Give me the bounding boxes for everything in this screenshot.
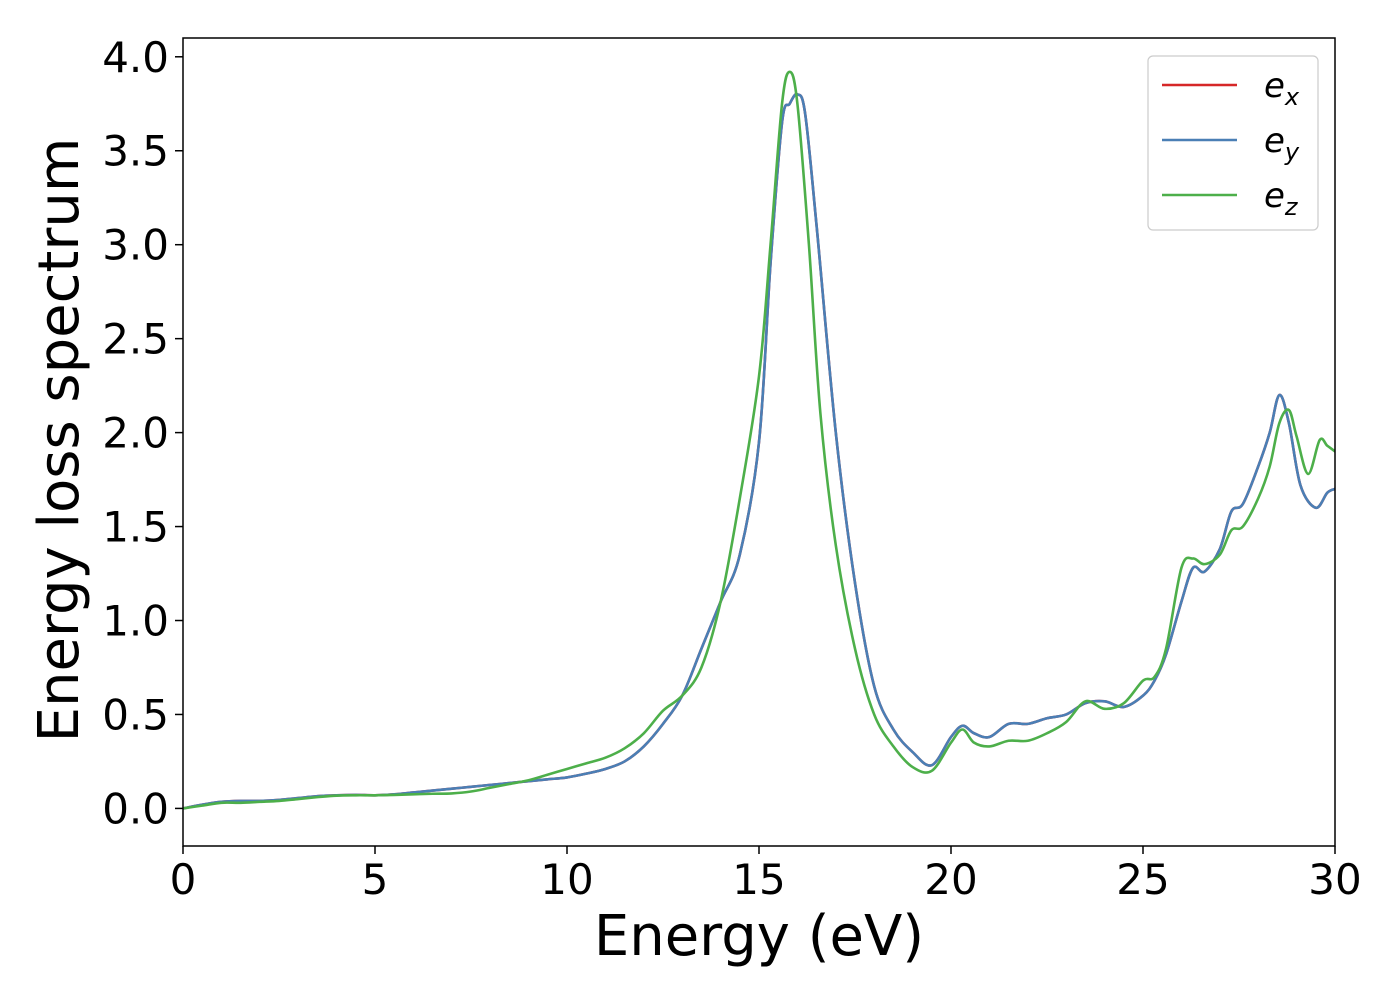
y-tick-label: 0.0 [102,784,169,833]
x-tick-label: 30 [1308,855,1361,904]
series-line-ez [183,70,1335,810]
x-tick-label: 0 [170,855,197,904]
y-tick-label: 2.5 [102,315,169,364]
y-tick-label: 1.0 [102,597,169,646]
legend: ex ey ez [1147,55,1319,231]
y-tick-label: 0.5 [102,690,169,739]
x-axis-ticks: 0 5 10 15 20 25 30 [170,846,1362,904]
series-layer [183,70,1335,810]
legend-label: ey [1264,121,1300,166]
y-tick-label: 2.0 [102,409,169,458]
legend-label: ez [1264,176,1299,221]
x-tick-label: 10 [540,855,593,904]
y-axis-title: Energy loss spectrum [27,138,92,743]
y-tick-label: 1.5 [102,503,169,552]
legend-box [1147,55,1319,231]
x-axis-title: Energy (eV) [594,904,924,969]
x-tick-label: 25 [1116,855,1169,904]
y-axis-ticks: 0.0 0.5 1.0 1.5 2.0 2.5 3.0 3.5 4.0 [102,33,183,833]
y-tick-label: 3.5 [102,127,169,176]
legend-label: ex [1264,66,1300,111]
x-tick-label: 15 [732,855,785,904]
y-tick-label: 4.0 [102,33,169,82]
x-tick-label: 5 [362,855,389,904]
y-tick-label: 3.0 [102,221,169,270]
series-line-ey [183,92,1335,810]
x-tick-label: 20 [924,855,977,904]
